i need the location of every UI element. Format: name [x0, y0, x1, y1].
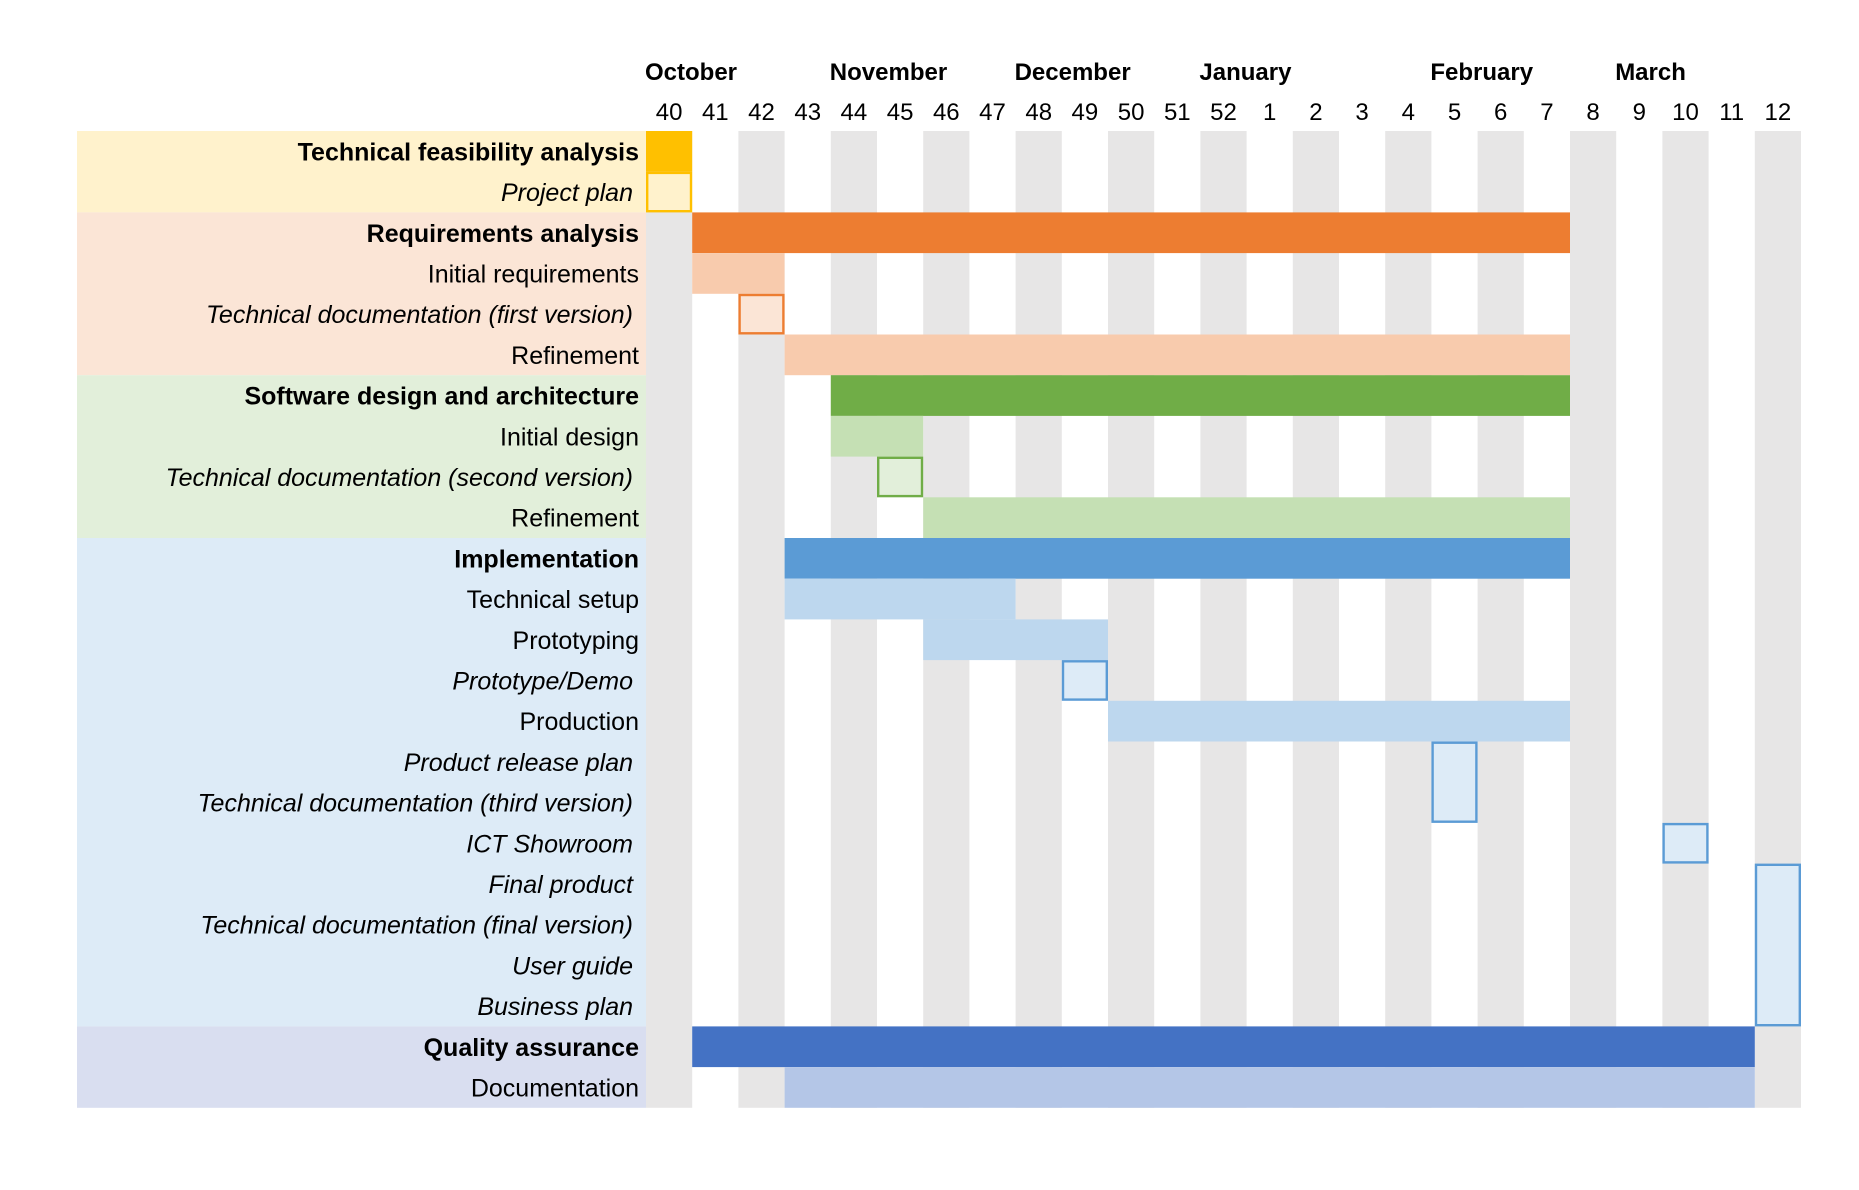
- task-bar: [784, 1067, 1755, 1108]
- week-label: 5: [1448, 99, 1461, 126]
- task-label: Business plan: [477, 993, 633, 1021]
- group-band-1: [77, 212, 646, 376]
- task-label: Technical documentation (final version): [200, 912, 633, 940]
- milestone-box: [1662, 822, 1709, 864]
- task-bar: [1108, 700, 1570, 742]
- summary-bar: [692, 1026, 1755, 1068]
- week-label: 4: [1402, 99, 1415, 126]
- week-label: 44: [841, 99, 868, 126]
- group-bands: [77, 131, 646, 1108]
- group-band-0: [77, 131, 646, 213]
- month-label: December: [1015, 59, 1131, 86]
- group-band-2: [77, 375, 646, 538]
- week-label: 3: [1355, 99, 1368, 126]
- week-stripe: [1292, 131, 1339, 1108]
- week-label: 43: [794, 99, 821, 126]
- task-label: Technical feasibility analysis: [298, 138, 639, 166]
- week-label: 47: [979, 99, 1006, 126]
- week-label: 9: [1633, 99, 1646, 126]
- summary-bar: [830, 375, 1570, 416]
- task-label: Requirements analysis: [367, 220, 639, 248]
- week-stripe: [1108, 131, 1155, 1108]
- task-label: Product release plan: [404, 749, 633, 777]
- milestone-box: [1061, 660, 1108, 701]
- week-label: 40: [656, 99, 683, 126]
- milestone-box: [646, 171, 693, 213]
- week-label: 48: [1025, 99, 1052, 126]
- week-label: 45: [887, 99, 914, 126]
- task-label: Technical setup: [467, 586, 639, 614]
- task-label: Documentation: [471, 1074, 639, 1102]
- week-label: 52: [1210, 99, 1237, 126]
- month-label: February: [1430, 59, 1533, 86]
- task-label: Final product: [488, 871, 634, 899]
- task-label: Prototype/Demo: [452, 667, 633, 695]
- summary-bar: [692, 212, 1570, 254]
- week-label: 42: [748, 99, 775, 126]
- task-bar: [923, 619, 1108, 661]
- month-label: March: [1615, 59, 1686, 86]
- month-label: November: [830, 59, 947, 86]
- task-label: Production: [519, 708, 639, 736]
- week-label: 51: [1164, 99, 1191, 126]
- task-label: Software design and architecture: [244, 383, 639, 411]
- task-label: Project plan: [501, 179, 633, 207]
- week-label: 46: [933, 99, 960, 126]
- task-bar: [784, 578, 1016, 620]
- task-label: Quality assurance: [424, 1034, 639, 1062]
- task-labels: Technical feasibility analysis Project pl…: [166, 138, 639, 1102]
- week-stripe: [1385, 131, 1432, 1108]
- week-label: 12: [1765, 99, 1792, 126]
- task-label: Implementation: [454, 545, 639, 573]
- task-bar: [830, 415, 924, 457]
- group-band-4: [77, 1026, 646, 1108]
- week-label: 8: [1586, 99, 1599, 126]
- summary-bar: [646, 131, 693, 172]
- task-bar: [784, 334, 1570, 376]
- week-stripe: [1200, 131, 1247, 1108]
- milestone-box: [738, 293, 785, 335]
- task-label: Initial requirements: [428, 260, 639, 288]
- week-stripe: [646, 131, 693, 1108]
- milestone-box: [1754, 863, 1801, 1027]
- week-label: 50: [1118, 99, 1145, 126]
- task-label: Initial design: [500, 423, 639, 451]
- group-band-3: [77, 538, 646, 1027]
- task-label: Technical documentation (second version): [166, 464, 633, 492]
- week-label: 1: [1263, 99, 1276, 126]
- task-label: Technical documentation (first version): [206, 301, 633, 329]
- week-label: 7: [1540, 99, 1553, 126]
- week-label: 11: [1719, 99, 1744, 126]
- week-label: 6: [1494, 99, 1507, 126]
- week-label: 49: [1072, 99, 1099, 126]
- week-stripe: [1662, 131, 1709, 1108]
- week-stripe: [1570, 131, 1617, 1108]
- task-bar: [692, 253, 785, 294]
- milestone-box: [877, 456, 924, 498]
- week-label: 41: [702, 99, 729, 126]
- week-stripe: [1477, 131, 1524, 1108]
- task-bars: [646, 131, 1801, 1108]
- task-label: Refinement: [511, 505, 639, 533]
- week-label: 2: [1309, 99, 1322, 126]
- week-labels: 40 41 42 43 44 45 46 47 48 49 50 51 52 1 2 3 4 5 6 7 8 9 10 11 1…: [656, 99, 1792, 126]
- summary-bar: [784, 538, 1570, 579]
- month-label: January: [1199, 59, 1292, 86]
- week-label: 10: [1672, 99, 1699, 126]
- task-label: User guide: [512, 952, 633, 980]
- month-labels: October November December January February Ma…: [645, 59, 1686, 86]
- task-bar: [923, 497, 1570, 538]
- task-label: Refinement: [511, 342, 639, 370]
- task-label: ICT Showroom: [466, 830, 633, 858]
- task-label: Prototyping: [513, 627, 639, 655]
- milestone-box: [1431, 741, 1478, 823]
- month-label: October: [645, 59, 737, 86]
- task-label: Technical documentation (third version): [198, 790, 633, 818]
